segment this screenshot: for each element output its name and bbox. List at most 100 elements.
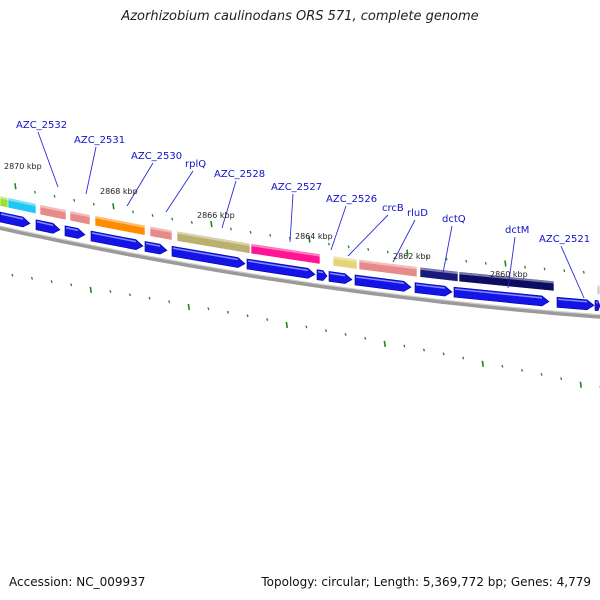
- feature-bar[interactable]: [94, 215, 146, 236]
- cds-arrow-shine: [172, 247, 239, 261]
- inner-tick: [246, 314, 249, 318]
- leader-line: [442, 225, 453, 274]
- outer-tick: [327, 242, 331, 246]
- inner-tick: [11, 273, 14, 277]
- outer-tick: [308, 236, 311, 243]
- outer-tick: [151, 214, 154, 217]
- accession-text: Accession: NC_009937: [9, 575, 146, 589]
- cds-arrow-shine: [454, 288, 543, 299]
- cds-arrow-shine: [0, 213, 24, 220]
- gene-label-azc-2526[interactable]: AZC_2526: [326, 194, 377, 205]
- cds-arrow-shine: [329, 272, 346, 277]
- feature-bar[interactable]: [458, 271, 555, 292]
- outer-tick: [465, 259, 468, 263]
- feature-bar[interactable]: [7, 197, 37, 215]
- inner-tick: [70, 283, 73, 287]
- gene-label-dctm[interactable]: dctM: [505, 225, 529, 236]
- outer-tick: [582, 270, 585, 274]
- cds-arrow-shine: [317, 270, 324, 274]
- outer-tick: [131, 210, 135, 214]
- feature-bar-shine: [94, 216, 146, 228]
- outer-tick: [406, 249, 409, 256]
- cds-arrow-shine: [65, 227, 79, 232]
- feature-bar-shine: [458, 272, 555, 284]
- outer-tick: [190, 221, 193, 224]
- gene-label-rplq[interactable]: rplQ: [185, 159, 206, 170]
- tick-marks: [11, 183, 600, 389]
- inner-tick: [579, 381, 582, 388]
- outer-tick: [210, 220, 213, 228]
- inner-tick: [305, 325, 308, 329]
- kbp-label: 2864 kbp: [295, 232, 333, 241]
- kbp-label: 2868 kbp: [100, 187, 138, 196]
- topology-text: Topology: circular; Length: 5,369,772 bp…: [261, 575, 591, 589]
- outer-tick: [504, 260, 507, 267]
- feature-bar[interactable]: [69, 210, 91, 226]
- gene-label-crcb[interactable]: crcB: [382, 203, 404, 214]
- inner-tick: [383, 340, 386, 347]
- outer-tick: [347, 245, 350, 249]
- feature-bar-shine: [39, 205, 67, 213]
- kbp-label: 2860 kbp: [490, 270, 528, 279]
- gene-label-azc-2531[interactable]: AZC_2531: [74, 135, 125, 146]
- inner-tick: [540, 373, 543, 376]
- leader-line: [85, 146, 97, 195]
- outer-tick: [14, 183, 17, 190]
- feature-bar[interactable]: [419, 266, 459, 282]
- inner-tick: [168, 300, 171, 304]
- cds-arrows: [0, 211, 600, 311]
- label-leader-lines: [37, 131, 585, 299]
- inner-tick: [481, 360, 484, 367]
- outer-tick: [484, 261, 487, 265]
- backbone-line: [0, 226, 600, 319]
- gene-label-azc-2532[interactable]: AZC_2532: [16, 120, 67, 131]
- cds-arrow-shine: [415, 283, 446, 289]
- leader-line: [330, 205, 347, 251]
- genome-backbone: [0, 225, 600, 319]
- outer-tick: [543, 267, 546, 271]
- cds-arrow-shine: [355, 276, 405, 284]
- inner-tick: [520, 368, 524, 372]
- leader-line: [289, 193, 294, 243]
- cds-arrow-shine: [91, 232, 137, 243]
- feature-bar[interactable]: [250, 243, 321, 265]
- inner-tick: [148, 296, 151, 300]
- outer-tick: [367, 247, 370, 251]
- gene-label-azc-2530[interactable]: AZC_2530: [131, 151, 182, 162]
- feature-bar-shine: [69, 211, 91, 218]
- outer-tick: [249, 230, 252, 234]
- feature-bar[interactable]: [332, 255, 358, 270]
- page-title: Azorhizobium caulinodans ORS 571, comple…: [121, 9, 479, 24]
- backbone-highlight: [0, 225, 600, 316]
- inner-tick: [266, 318, 269, 321]
- inner-tick: [422, 348, 426, 352]
- inner-tick: [187, 303, 190, 311]
- gene-label-azc-2521[interactable]: AZC_2521: [539, 234, 590, 245]
- inner-tick: [226, 310, 230, 314]
- gene-label-azc-2527[interactable]: AZC_2527: [271, 182, 322, 193]
- outer-tick: [445, 257, 448, 261]
- leader-line: [37, 131, 59, 188]
- kbp-label: 2870 kbp: [4, 162, 42, 171]
- inner-tick: [324, 329, 328, 333]
- leader-line: [347, 214, 389, 257]
- feature-bar[interactable]: [358, 259, 418, 278]
- leader-line: [165, 170, 194, 213]
- cds-arrow-shine: [247, 260, 309, 272]
- gene-label-dctq[interactable]: dctQ: [442, 214, 466, 225]
- feature-bar[interactable]: [39, 204, 67, 221]
- feature-bar[interactable]: [596, 284, 600, 296]
- cds-arrow-shine: [145, 242, 161, 247]
- leader-line: [221, 180, 237, 229]
- outer-tick: [386, 250, 389, 254]
- kbp-label: 2866 kbp: [197, 211, 235, 220]
- feature-bar-shine: [149, 226, 173, 233]
- gene-label-azc-2528[interactable]: AZC_2528: [214, 169, 265, 180]
- leader-line: [560, 245, 585, 299]
- feature-bar[interactable]: [149, 225, 173, 241]
- outer-tick: [229, 227, 233, 231]
- gene-label-rlud[interactable]: rluD: [407, 208, 428, 219]
- inner-tick: [128, 293, 132, 297]
- feature-bar[interactable]: [176, 230, 251, 254]
- leader-line: [126, 162, 154, 207]
